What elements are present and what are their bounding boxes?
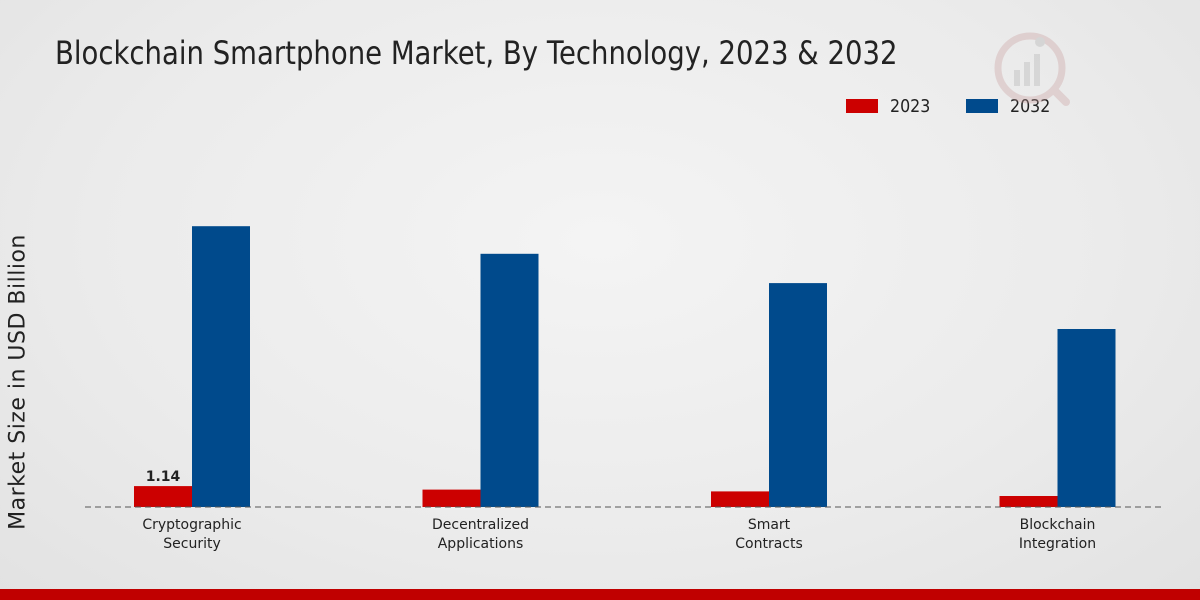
footer-bar xyxy=(0,589,1200,600)
chart-title: Blockchain Smartphone Market, By Technol… xyxy=(55,34,898,72)
legend-swatch-2032 xyxy=(966,99,998,113)
bar-2023-2 xyxy=(711,491,769,507)
bar-2023-1 xyxy=(422,489,481,507)
bar-2032-3 xyxy=(1057,329,1116,507)
legend-item-2032: 2032 xyxy=(966,95,1056,117)
data-label-2023-0: 1.14 xyxy=(146,469,181,485)
legend-swatch-2023 xyxy=(846,99,878,113)
bar-2032-1 xyxy=(480,253,539,507)
bar-2023-0 xyxy=(134,486,192,507)
legend-label-2023: 2023 xyxy=(890,95,931,117)
bar-2023-3 xyxy=(999,496,1058,507)
legend-item-2023: 2023 xyxy=(846,95,936,117)
x-tick-label-0: Cryptographic Security xyxy=(142,517,241,552)
legend-label-2032: 2032 xyxy=(1010,95,1051,117)
bar-2032-2 xyxy=(769,283,827,507)
x-tick-label-1: Decentralized Applications xyxy=(432,517,529,552)
bar-2032-0 xyxy=(192,226,250,507)
x-tick-label-3: Blockchain Integration xyxy=(1019,517,1096,552)
watermark-logo-icon xyxy=(994,32,1070,106)
x-tick-label-2: Smart Contracts xyxy=(735,517,803,552)
